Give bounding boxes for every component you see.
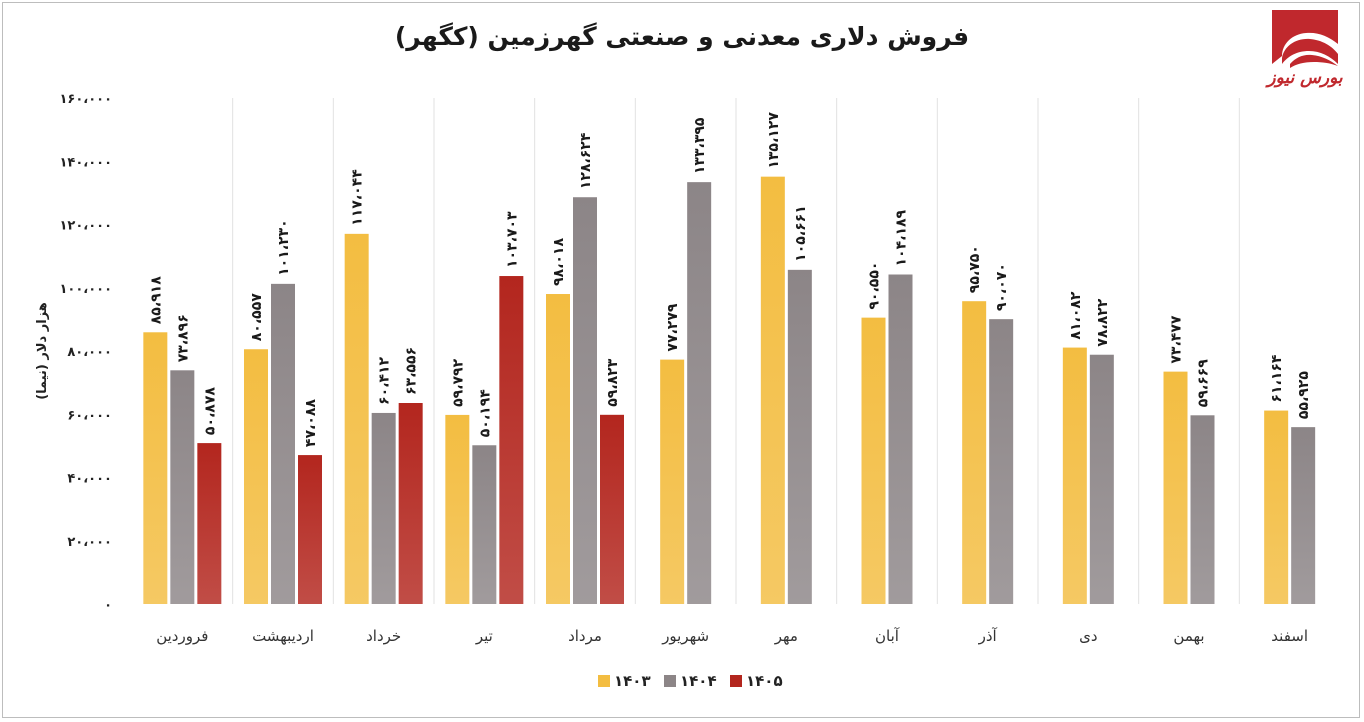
x-tick-label: آبان — [875, 627, 900, 645]
data-label: ۷۸،۸۲۲ — [1095, 298, 1111, 346]
bar-3 — [499, 276, 524, 604]
data-label: ۵۰،۸۷۸ — [202, 387, 218, 435]
x-tick-label: مرداد — [568, 627, 602, 645]
data-label: ۸۵،۹۱۸ — [148, 276, 164, 324]
legend-label: ۱۴۰۵ — [746, 672, 783, 690]
data-label: ۱۱۷،۰۴۴ — [350, 169, 366, 226]
data-label: ۷۳،۸۹۶ — [175, 314, 191, 362]
bar-2 — [1291, 427, 1316, 604]
data-label: ۹۸،۰۱۸ — [551, 238, 567, 286]
bar-2 — [371, 412, 396, 604]
data-label: ۱۰۴،۱۸۹ — [894, 209, 910, 266]
data-label: ۱۰۳،۷۰۳ — [504, 211, 520, 268]
bar-1 — [1062, 347, 1087, 604]
y-tick-label: ۱۲۰،۰۰۰ — [59, 219, 112, 234]
bar-2 — [888, 274, 913, 604]
x-tick-label: خرداد — [366, 627, 401, 645]
bar-1 — [861, 317, 886, 604]
bar-2 — [472, 445, 497, 604]
x-tick-label: فروردین — [156, 627, 208, 645]
y-tick-label: ۲۰،۰۰۰ — [67, 535, 112, 550]
logo-text: بورس نیوز — [1267, 68, 1343, 88]
y-tick-label: ۴۰،۰۰۰ — [67, 472, 112, 487]
legend-swatch — [598, 675, 610, 687]
bar-1 — [1163, 371, 1188, 604]
data-label: ۸۱،۰۸۲ — [1068, 291, 1084, 339]
y-tick-label: ۱۰۰،۰۰۰ — [59, 282, 112, 297]
data-label: ۹۵،۷۵۰ — [967, 245, 983, 293]
bar-2 — [787, 269, 812, 604]
y-tick-label: ۸۰،۰۰۰ — [67, 345, 112, 360]
data-label: ۹۰،۵۵۰ — [867, 262, 883, 310]
bar-3 — [398, 403, 423, 604]
data-label: ۵۵،۹۲۵ — [1296, 371, 1312, 419]
chart-title: فروش دلاری معدنی و صنعتی گهرزمین (کگهر) — [394, 22, 970, 51]
bar-1 — [660, 359, 685, 604]
data-label: ۴۷،۰۸۸ — [303, 399, 319, 447]
bar-2 — [170, 370, 195, 604]
x-tick-label: اسفند — [1271, 627, 1308, 645]
data-label: ۶۱،۱۶۴ — [1269, 354, 1285, 402]
y-axis-label: هزار دلار (نیما) — [35, 302, 50, 400]
bar-2 — [687, 182, 712, 604]
data-label: ۵۹،۶۶۹ — [1196, 359, 1212, 407]
bar-1 — [962, 301, 987, 604]
x-tick-label: شهریور — [661, 627, 709, 645]
legend-label: ۱۴۰۴ — [680, 672, 717, 690]
bar-3 — [600, 414, 624, 604]
data-label: ۵۹،۸۲۳ — [605, 358, 621, 406]
legend-swatch — [730, 675, 742, 687]
bar-1 — [546, 294, 570, 604]
data-label: ۱۳۳،۳۹۵ — [692, 117, 708, 174]
bar-1 — [1264, 410, 1289, 604]
bar-2 — [989, 319, 1014, 604]
x-tick-label: دی — [1079, 627, 1097, 645]
x-tick-label: تیر — [475, 627, 493, 645]
data-label: ۷۷،۲۷۹ — [665, 303, 681, 351]
data-label: ۸۰،۵۵۷ — [249, 293, 265, 341]
data-label: ۱۰۱،۲۳۰ — [276, 219, 292, 276]
bar-2 — [1089, 354, 1114, 604]
x-tick-label: بهمن — [1173, 627, 1204, 645]
y-tick-label: ۱۶۰،۰۰۰ — [59, 92, 112, 107]
data-label: ۹۰،۰۷۰ — [994, 263, 1010, 311]
bar-1 — [760, 176, 785, 604]
data-label: ۵۰،۱۹۴ — [477, 389, 493, 437]
y-tick-label: ۱۴۰،۰۰۰ — [59, 155, 112, 170]
bourse-news-logo-icon — [1272, 10, 1338, 68]
x-tick-label: آذر — [978, 627, 998, 645]
bar-1 — [143, 332, 168, 604]
bar-3 — [197, 443, 222, 604]
data-label: ۶۳،۵۵۶ — [404, 347, 420, 395]
bar-3 — [298, 455, 322, 604]
legend-swatch — [664, 675, 676, 687]
bar-2 — [1190, 415, 1215, 604]
data-label: ۵۹،۷۹۲ — [450, 358, 466, 406]
data-label: ۱۲۸،۶۲۴ — [578, 132, 594, 189]
data-label: ۷۳،۴۷۷ — [1169, 315, 1185, 363]
bar-1 — [445, 414, 470, 604]
x-tick-label: اردیبهشت — [252, 627, 314, 645]
legend-label: ۱۴۰۳ — [614, 672, 651, 690]
data-label: ۱۰۵،۶۶۱ — [793, 205, 809, 262]
bar-2 — [271, 283, 295, 604]
y-tick-label: ۰ — [104, 598, 112, 613]
bar-1 — [344, 233, 369, 605]
data-label: ۱۳۵،۱۲۷ — [766, 112, 782, 169]
data-label: ۶۰،۴۱۲ — [377, 356, 393, 404]
bar-1 — [244, 349, 268, 604]
y-tick-label: ۶۰،۰۰۰ — [67, 408, 112, 423]
bar-2 — [573, 197, 597, 604]
x-tick-label: مهر — [774, 627, 798, 645]
